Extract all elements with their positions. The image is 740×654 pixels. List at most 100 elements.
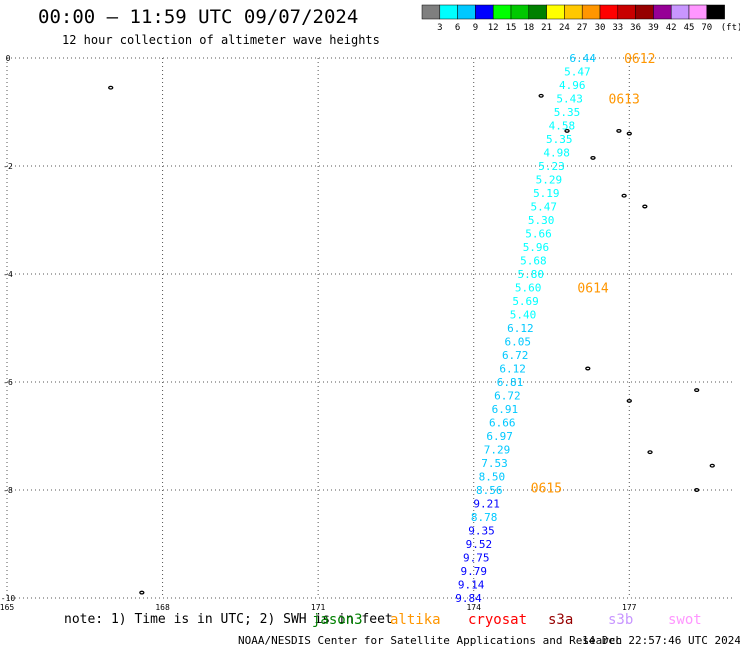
colorbar-label: 30: [595, 23, 606, 33]
land-islet-10: [694, 388, 700, 393]
colorbar-label: 15: [506, 23, 517, 33]
time-label: 0614: [577, 282, 608, 297]
y-tick-label: -2: [3, 162, 13, 171]
colorbar-label: 21: [541, 23, 552, 33]
swh-label: 5.35: [546, 133, 573, 146]
colorbar-swatch: [564, 4, 583, 20]
satellite-legend-s3a: s3a: [548, 612, 574, 628]
land-islet-3: [564, 128, 570, 133]
time-label: 0612: [624, 52, 655, 67]
colorbar-label: 18: [523, 23, 534, 33]
colorbar-swatch: [439, 4, 458, 20]
swh-label: 5.66: [525, 228, 552, 241]
satellite-legend-swot: swot: [668, 612, 702, 628]
colorbar-label: 39: [648, 23, 659, 33]
swh-label: 5.60: [515, 282, 542, 295]
swh-label: 6.05: [505, 336, 532, 349]
swh-label: 8.50: [479, 471, 506, 484]
swh-label: 8.56: [476, 484, 503, 497]
time-label: 0613: [609, 93, 640, 108]
land-islet-15: [139, 590, 145, 595]
swh-label: 6.12: [499, 363, 526, 376]
swh-label: 5.43: [556, 93, 583, 106]
colorbar-swatch: [546, 4, 565, 20]
colorbar-label: 42: [666, 23, 677, 33]
time-label: 0615: [531, 481, 562, 496]
swh-label: 5.68: [520, 255, 547, 268]
swh-label: 5.40: [510, 309, 537, 322]
colorbar-swatch: [653, 4, 672, 20]
swh-label: 9.35: [468, 525, 495, 538]
colorbar-swatch: [688, 4, 708, 20]
swh-label: 5.35: [554, 106, 581, 119]
swh-label: 6.81: [497, 376, 524, 389]
colorbar-label: 6: [455, 23, 460, 33]
x-tick-label: 168: [155, 603, 170, 612]
swh-label: 5.96: [523, 241, 550, 254]
colorbar-label: 9: [473, 23, 478, 33]
footer-note: note: 1) Time is in UTC; 2) SWH is in fe…: [64, 612, 393, 627]
swh-label: 5.29: [536, 174, 563, 187]
land-islet-14: [694, 488, 700, 492]
y-tick-label: -6: [3, 378, 13, 387]
swh-label: 9.79: [460, 565, 487, 578]
y-tick-label: -10: [1, 594, 16, 603]
swh-label: 5.69: [512, 295, 539, 308]
colorbar-label: 3: [437, 23, 442, 33]
footer-credit: NOAA/NESDIS Center for Satellite Applica…: [238, 634, 623, 647]
colorbar-swatch: [510, 4, 530, 20]
land-islet-6: [590, 155, 596, 160]
colorbar-label: 27: [577, 23, 588, 33]
land-islet-8: [642, 204, 648, 209]
swh-label: 6.44: [569, 52, 596, 65]
x-tick-label: 171: [311, 603, 326, 612]
chart-subtitle: 12 hour collection of altimeter wave hei…: [62, 33, 380, 47]
colorbar-swatch: [617, 4, 636, 20]
satellite-legend-altika: altika: [390, 612, 441, 628]
swh-label: 6.91: [492, 403, 519, 416]
swh-label: 6.72: [494, 390, 521, 403]
colorbar-swatch: [457, 4, 476, 20]
swh-label: 6.72: [502, 349, 529, 362]
land-islet-4: [616, 128, 622, 133]
colorbar-swatch: [421, 4, 441, 20]
y-tick-label: -4: [3, 270, 13, 279]
swh-label: 5.47: [530, 201, 557, 214]
colorbar-label: 12: [488, 23, 499, 33]
x-tick-label: 165: [0, 603, 14, 612]
swh-label: 5.23: [538, 160, 565, 173]
colorbar-label: 45: [684, 23, 695, 33]
swh-label: 8.78: [471, 511, 498, 524]
y-tick-label: 0: [6, 54, 11, 63]
colorbar-swatch: [706, 4, 725, 20]
swh-label: 4.58: [549, 120, 576, 133]
swh-label: 9.14: [458, 579, 485, 592]
swh-label: 7.29: [484, 444, 511, 457]
swh-label: 5.47: [564, 66, 591, 79]
colorbar-label: 36: [630, 23, 641, 33]
land-islet-1: [108, 85, 114, 90]
satellite-legend-s3b: s3b: [608, 612, 634, 628]
colorbar-label: 70: [701, 23, 712, 33]
satellite-legend-jason3: jason3: [312, 612, 363, 628]
swh-label: 9.84: [455, 592, 482, 605]
land-islet-11: [626, 398, 632, 403]
swh-label: 9.21: [473, 498, 500, 511]
swh-label: 4.96: [559, 79, 586, 92]
swh-label: 5.30: [528, 214, 555, 227]
chart-title: 00:00 – 11:59 UTC 09/07/2024: [38, 6, 359, 28]
x-tick-label: 174: [466, 603, 481, 612]
land-islet-13: [709, 463, 715, 468]
land-islet-9: [585, 366, 591, 371]
colorbar-swatch: [635, 4, 654, 20]
land-islet-12: [647, 450, 653, 455]
swh-label: 7.53: [481, 457, 508, 470]
swh-label: 4.98: [543, 147, 570, 160]
swh-label: 9.52: [466, 538, 493, 551]
swh-label: 6.12: [507, 322, 534, 335]
swh-label: 5.19: [533, 187, 560, 200]
colorbar-label: 33: [612, 23, 623, 33]
swh-label: 6.66: [489, 417, 516, 430]
